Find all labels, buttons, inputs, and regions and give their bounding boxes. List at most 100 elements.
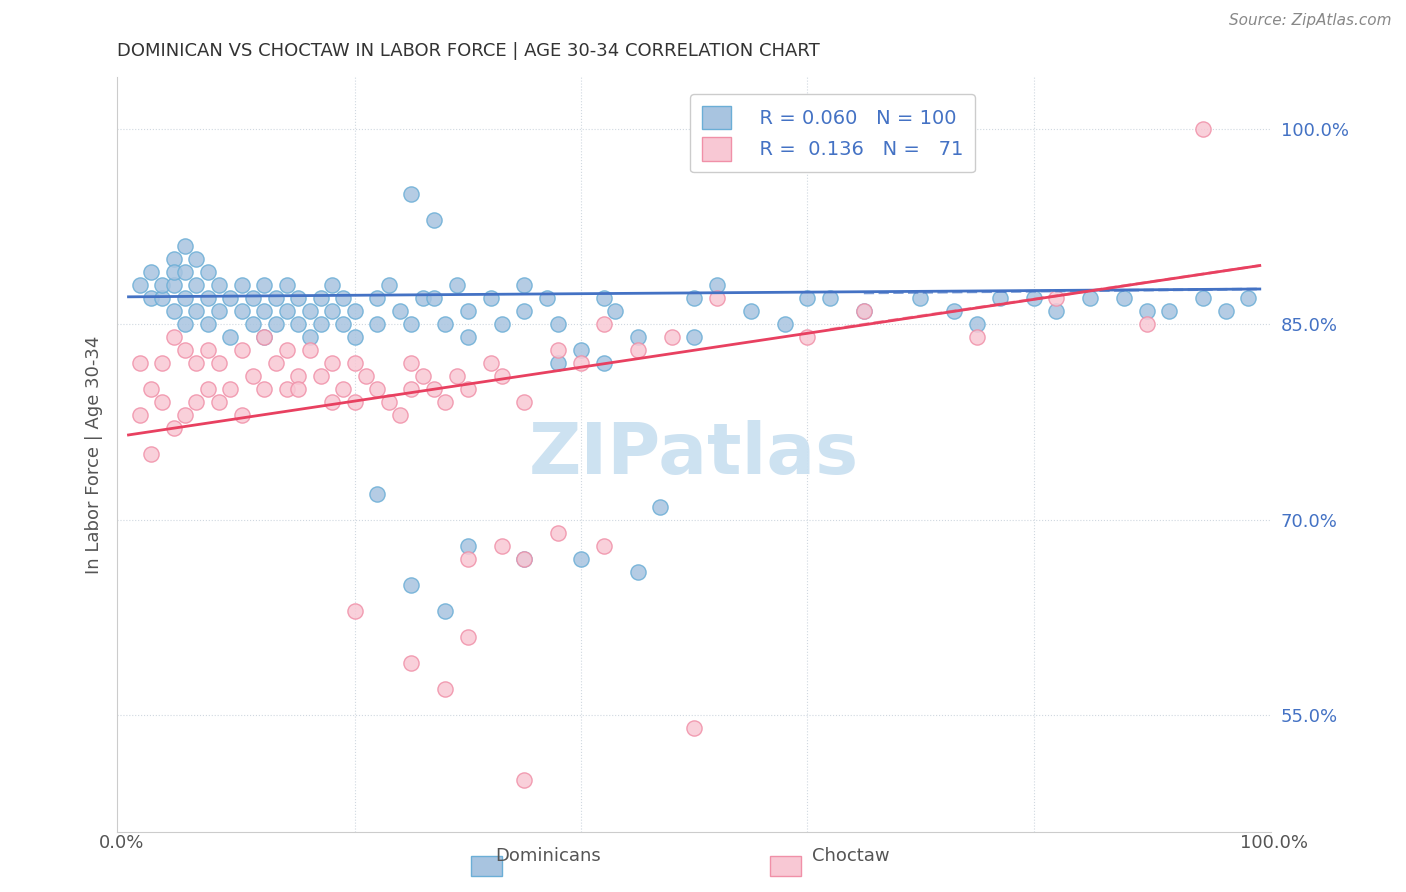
Point bbox=[1192, 291, 1215, 305]
Point bbox=[547, 343, 569, 358]
Point bbox=[401, 578, 423, 592]
Point bbox=[401, 356, 423, 370]
Legend:   R = 0.060   N = 100,   R =  0.136   N =   71: R = 0.060 N = 100, R = 0.136 N = 71 bbox=[690, 94, 974, 172]
Point bbox=[208, 356, 231, 370]
Point bbox=[174, 265, 197, 279]
Point bbox=[197, 343, 219, 358]
Point bbox=[208, 304, 231, 318]
Point bbox=[423, 213, 446, 227]
Point bbox=[276, 278, 298, 293]
Point bbox=[219, 382, 242, 396]
Point bbox=[423, 291, 446, 305]
Point bbox=[298, 330, 321, 344]
Point bbox=[139, 448, 162, 462]
Point bbox=[1159, 304, 1181, 318]
Point bbox=[174, 239, 197, 253]
Point bbox=[457, 539, 479, 553]
Point bbox=[366, 317, 388, 331]
Point bbox=[910, 291, 932, 305]
Point bbox=[321, 395, 343, 409]
Point bbox=[332, 317, 354, 331]
Point bbox=[309, 291, 332, 305]
Point bbox=[457, 382, 479, 396]
Point bbox=[253, 278, 276, 293]
Point bbox=[706, 291, 728, 305]
Point bbox=[626, 343, 648, 358]
Point bbox=[592, 356, 614, 370]
Point bbox=[479, 291, 502, 305]
Point bbox=[650, 500, 672, 514]
Point bbox=[401, 382, 423, 396]
Point bbox=[1237, 291, 1260, 305]
Point bbox=[389, 304, 412, 318]
Point bbox=[242, 291, 264, 305]
Point bbox=[128, 409, 150, 423]
Point bbox=[547, 525, 569, 540]
Point bbox=[287, 317, 309, 331]
Point bbox=[412, 291, 434, 305]
Point bbox=[1022, 291, 1045, 305]
Point bbox=[163, 265, 186, 279]
Point bbox=[513, 278, 536, 293]
Point bbox=[569, 356, 592, 370]
Point bbox=[434, 317, 457, 331]
Point bbox=[231, 278, 253, 293]
Point bbox=[276, 343, 298, 358]
Point bbox=[197, 317, 219, 331]
Text: ZIPatlas: ZIPatlas bbox=[529, 420, 859, 489]
Point bbox=[491, 369, 513, 384]
Point bbox=[434, 604, 457, 618]
Point bbox=[366, 486, 388, 500]
Point bbox=[287, 382, 309, 396]
Point bbox=[253, 330, 276, 344]
Point bbox=[332, 382, 354, 396]
Point bbox=[186, 356, 208, 370]
Point bbox=[513, 304, 536, 318]
Point bbox=[569, 551, 592, 566]
Point bbox=[197, 382, 219, 396]
Point bbox=[569, 343, 592, 358]
Point bbox=[401, 186, 423, 201]
Point bbox=[377, 278, 399, 293]
Point bbox=[423, 382, 446, 396]
Point bbox=[852, 304, 875, 318]
Point bbox=[287, 291, 309, 305]
Point bbox=[457, 304, 479, 318]
Point bbox=[796, 291, 818, 305]
Point bbox=[773, 317, 796, 331]
Point bbox=[321, 278, 343, 293]
Point bbox=[343, 356, 366, 370]
Point bbox=[163, 278, 186, 293]
Point bbox=[434, 681, 457, 696]
Point bbox=[706, 278, 728, 293]
Point bbox=[253, 330, 276, 344]
Point bbox=[966, 330, 988, 344]
Point bbox=[1192, 121, 1215, 136]
Point bbox=[446, 369, 468, 384]
Point bbox=[163, 252, 186, 266]
Point bbox=[796, 330, 818, 344]
Point bbox=[208, 395, 231, 409]
Point bbox=[626, 565, 648, 579]
Point bbox=[253, 304, 276, 318]
Text: Source: ZipAtlas.com: Source: ZipAtlas.com bbox=[1229, 13, 1392, 29]
Point bbox=[446, 278, 468, 293]
Point bbox=[401, 656, 423, 670]
Point bbox=[457, 330, 479, 344]
Point bbox=[740, 304, 762, 318]
Point bbox=[683, 291, 706, 305]
Point bbox=[592, 317, 614, 331]
Point bbox=[197, 265, 219, 279]
Point bbox=[988, 291, 1011, 305]
Point bbox=[547, 317, 569, 331]
Text: 100.0%: 100.0% bbox=[1240, 834, 1308, 852]
Point bbox=[592, 291, 614, 305]
Point bbox=[457, 630, 479, 644]
Point bbox=[1136, 317, 1159, 331]
Point bbox=[513, 551, 536, 566]
Point bbox=[242, 317, 264, 331]
Point bbox=[276, 304, 298, 318]
Point bbox=[491, 317, 513, 331]
Point bbox=[513, 395, 536, 409]
Point bbox=[253, 382, 276, 396]
